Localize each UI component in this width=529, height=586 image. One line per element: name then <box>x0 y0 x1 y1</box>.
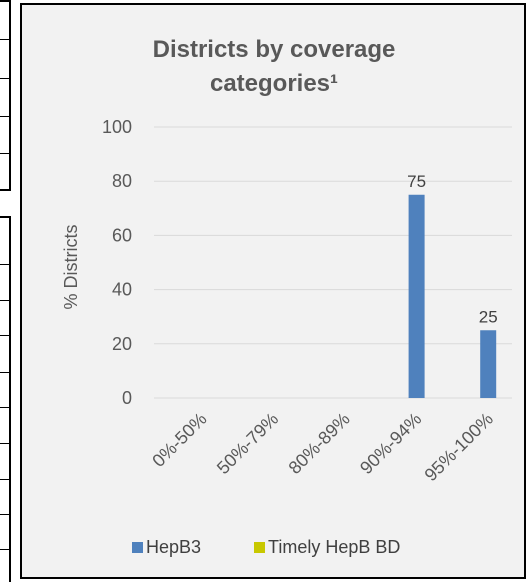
table-cell <box>0 218 9 265</box>
table-fragment-bottom <box>0 216 11 582</box>
y-tick-label: 0 <box>122 388 132 408</box>
table-cell <box>0 444 9 480</box>
legend: HepB3 Timely HepB BD <box>132 537 400 557</box>
y-axis-label: % Districts <box>61 225 81 310</box>
legend-label: Timely HepB BD <box>268 537 400 557</box>
table-cell <box>0 301 9 336</box>
legend-label: HepB3 <box>146 537 201 557</box>
table-cell <box>0 40 9 79</box>
legend-swatch <box>254 542 265 553</box>
x-tick-label: 95%-100% <box>421 409 497 485</box>
table-cell <box>0 79 9 117</box>
x-tick-labels: 0%-50% 50%-79% 80%-89% 90%-94%95%-100% <box>148 409 497 485</box>
table-cell <box>0 117 9 154</box>
table-cell <box>0 154 9 189</box>
table-cell <box>0 408 9 444</box>
table-cell <box>0 550 9 586</box>
data-labels: 75 25 <box>407 172 498 327</box>
table-fragment-top <box>0 0 11 191</box>
table-cell <box>0 2 9 40</box>
gridlines <box>154 126 512 399</box>
chart-title-line-1: Districts by coverage <box>153 36 396 63</box>
table-cell <box>0 480 9 515</box>
data-label: 75 <box>407 172 426 191</box>
chart-title-line-2: categories¹ <box>210 70 338 97</box>
y-tick-label: 80 <box>112 171 132 191</box>
y-tick-labels: 0 20 40 60 80 100 <box>102 117 132 408</box>
bar-hepb3 <box>408 194 425 398</box>
chart-panel: Districts by coverage categories¹ % Dist… <box>20 3 526 579</box>
table-cell <box>0 373 9 408</box>
bars <box>408 194 497 398</box>
x-tick-label: 50%-79% <box>213 409 282 478</box>
bar-chart: Districts by coverage categories¹ % Dist… <box>61 36 512 557</box>
y-tick-label: 60 <box>112 225 132 245</box>
x-tick-label: 0%-50% <box>148 409 210 471</box>
table-cell <box>0 515 9 550</box>
table-cell <box>0 336 9 373</box>
y-tick-label: 40 <box>112 280 132 300</box>
y-tick-label: 20 <box>112 334 132 354</box>
x-tick-label: 90%-94% <box>356 409 425 478</box>
y-tick-label: 100 <box>102 117 132 137</box>
table-cell <box>0 265 9 301</box>
bar-hepb3 <box>480 330 497 398</box>
x-tick-label: 80%-89% <box>284 409 353 478</box>
legend-swatch <box>132 542 143 553</box>
data-label: 25 <box>479 307 498 326</box>
